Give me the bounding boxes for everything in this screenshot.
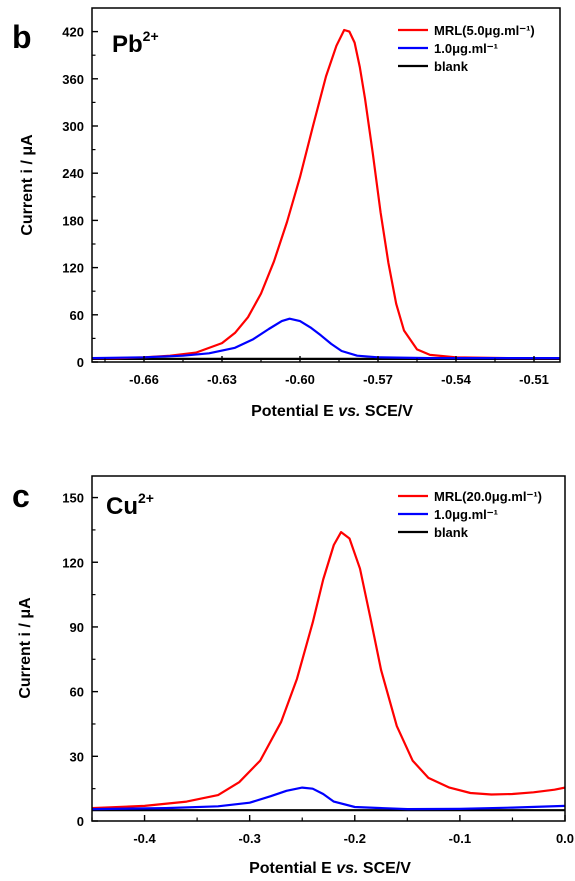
x-tick-label: -0.2	[344, 831, 366, 846]
x-axis-title: Potential E vs. SCE/V	[251, 403, 413, 420]
ion-charge: 2+	[143, 28, 159, 44]
ion-symbol: Pb	[112, 31, 143, 58]
x-tick-label: -0.4	[133, 831, 156, 846]
series-line-0	[92, 531, 565, 810]
plot-area	[92, 531, 565, 812]
legend-label-1: 1.0μg.ml⁻¹	[434, 41, 498, 56]
x-tick-label: -0.51	[519, 372, 549, 387]
plot-frame	[91, 475, 566, 822]
x-tick-label: -0.63	[207, 372, 237, 387]
x-axis-title-part: vs.	[336, 860, 358, 877]
panel-letter: b	[12, 19, 32, 55]
x-tick-label: -0.1	[449, 831, 471, 846]
y-tick-label: 180	[62, 213, 84, 228]
x-axis-title: Potential E vs. SCE/V	[249, 860, 411, 877]
chart-panel-c: 0 30 60 90 120 150 -0.4 -0.3 -0.2 -0.1 0.0 Potentia…	[12, 475, 574, 877]
x-tick-label: -0.57	[363, 372, 393, 387]
y-axis-title: Current i / μA	[19, 134, 36, 236]
chart-panel-b: 0 60 120 180 240 300 360 420 -0.66 -0.63 -0.60 -0.5…	[12, 7, 561, 420]
x-tick-label: -0.66	[129, 372, 159, 387]
y-tick-label: 150	[62, 491, 84, 506]
x-tick-label: -0.3	[238, 831, 260, 846]
y-tick-label: 240	[62, 166, 84, 181]
y-tick-label: 420	[62, 25, 84, 40]
y-tick-label: 30	[70, 749, 84, 764]
y-tick-label: 360	[62, 72, 84, 87]
x-axis-title-part: SCE/V	[360, 403, 413, 420]
y-tick-label: 60	[70, 685, 84, 700]
y-tick-label: 300	[62, 119, 84, 134]
x-tick-label: -0.60	[285, 372, 315, 387]
x-tick-label: 0.0	[556, 831, 574, 846]
y-axis-title: Current i / μA	[17, 597, 34, 699]
series-line-1	[92, 317, 560, 360]
x-axis-title-part: vs.	[338, 403, 360, 420]
y-tick-label: 90	[70, 620, 84, 635]
ion-charge: 2+	[138, 490, 154, 506]
y-tick-label: 0	[77, 814, 84, 829]
legend: MRL(20.0μg.ml⁻¹) 1.0μg.ml⁻¹ blank	[398, 489, 542, 540]
y-tick-label: 0	[77, 355, 84, 370]
panel-letter: c	[12, 478, 30, 514]
series-line-1	[92, 786, 565, 811]
y-tick-label: 60	[70, 308, 84, 323]
x-tick-label: -0.54	[441, 372, 471, 387]
x-axis-title-part: Potential E	[249, 860, 336, 877]
legend-label-0: MRL(5.0μg.ml⁻¹)	[434, 23, 535, 38]
x-axis-title-part: SCE/V	[358, 860, 411, 877]
legend-label-2: blank	[434, 525, 469, 540]
legend-label-0: MRL(20.0μg.ml⁻¹)	[434, 489, 542, 504]
plot-frame	[91, 7, 561, 363]
legend: MRL(5.0μg.ml⁻¹) 1.0μg.ml⁻¹ blank	[398, 23, 535, 74]
ion-label: Cu2+	[106, 490, 154, 520]
series-line-0	[92, 28, 560, 360]
y-tick-label: 120	[62, 261, 84, 276]
x-axis-title-part: Potential E	[251, 403, 338, 420]
y-tick-label: 120	[62, 555, 84, 570]
ion-label: Pb2+	[112, 28, 159, 58]
legend-label-1: 1.0μg.ml⁻¹	[434, 507, 498, 522]
plot-area	[92, 28, 560, 360]
legend-label-2: blank	[434, 59, 469, 74]
ion-symbol: Cu	[106, 493, 138, 520]
